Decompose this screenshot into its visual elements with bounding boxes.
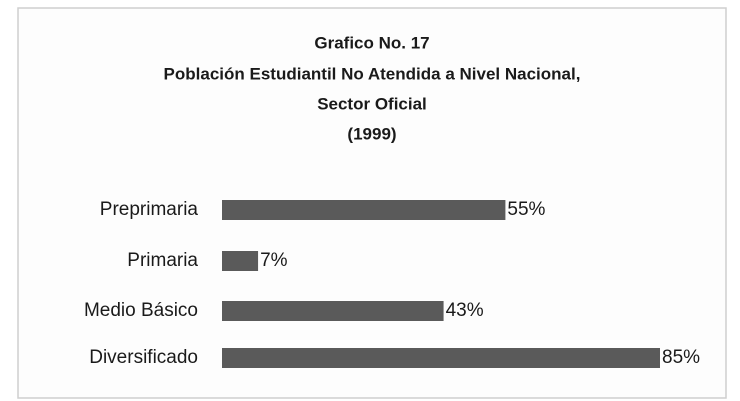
chart-subtitle: Población Estudiantil No Atendida a Nive… bbox=[164, 64, 581, 83]
chart-title: Grafico No. 17 bbox=[314, 33, 429, 52]
value-label: 85% bbox=[662, 347, 700, 368]
bar bbox=[222, 301, 444, 321]
bar bbox=[222, 200, 506, 220]
chart-subtitle: Sector Oficial bbox=[317, 94, 427, 113]
bar bbox=[222, 251, 259, 271]
bar bbox=[222, 348, 660, 368]
value-label: 7% bbox=[260, 250, 288, 271]
category-label: Primaria bbox=[127, 250, 198, 271]
value-label: 43% bbox=[446, 300, 484, 321]
category-label: Medio Básico bbox=[84, 300, 198, 321]
category-label: Preprimaria bbox=[100, 199, 199, 220]
chart-subtitle: (1999) bbox=[347, 124, 396, 143]
category-label: Diversificado bbox=[89, 347, 198, 368]
value-label: 55% bbox=[507, 199, 545, 220]
